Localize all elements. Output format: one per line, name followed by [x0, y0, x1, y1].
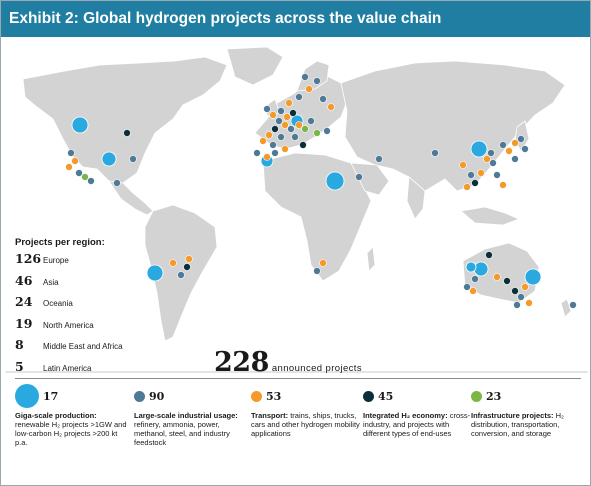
giga-project-marker [101, 151, 117, 167]
legend-text: Transport: trains, ships, trucks, cars a… [251, 411, 366, 438]
legend-title: Transport: [251, 411, 289, 420]
legend-divider [15, 378, 581, 379]
legend-count: 17 [43, 389, 59, 403]
giga-project-marker [146, 264, 164, 282]
region-count: 8 [15, 337, 24, 352]
region-count: 46 [15, 272, 33, 288]
legend-title: Infrastructure projects: [471, 411, 554, 420]
legend-text: Integrated H₂ economy: cross-industry, a… [363, 411, 478, 438]
legend-desc: H₂ distribution, transportation, convers… [471, 411, 564, 438]
region-label: Middle East and Africa [43, 342, 123, 351]
world-map [5, 46, 588, 373]
legend-industrial-head: 90 [134, 381, 249, 411]
region-label: Europe [43, 256, 69, 265]
legend-desc: trains, ships, trucks, cars and other hy… [251, 411, 360, 438]
industrial-marker-icon [134, 390, 145, 402]
region-row-north-america: 19 North America [15, 316, 135, 338]
legend-giga-head: 17 [15, 381, 130, 411]
asia-landmass [340, 60, 566, 192]
scandinavia [296, 60, 330, 92]
oceania-marker-cluster [463, 251, 577, 309]
region-count: 19 [15, 315, 33, 331]
regions-heading: Projects per region: [15, 237, 105, 248]
transport-marker-icon [251, 390, 262, 402]
region-breakdown: Projects per region: 126 Europe 46 Asia … [15, 237, 135, 380]
total-projects: 228 announced projects [214, 347, 362, 378]
legend-integrated-head: 45 [363, 381, 478, 411]
north-america-landmass [22, 56, 228, 184]
legend-text: Large-scale industrial usage: refinery, … [134, 411, 249, 447]
legend-count: 45 [378, 389, 394, 403]
legend-infrastructure-head: 23 [471, 381, 579, 411]
legend-title: Giga-scale production: [15, 411, 97, 420]
giga-project-marker [524, 268, 542, 286]
legend-transport: 53 Transport: trains, ships, trucks, car… [251, 381, 366, 438]
legend-desc: refinery, ammonia, power, methanol, stee… [134, 420, 230, 447]
antarctic-hint [5, 370, 588, 373]
region-row-middle-east-africa: 8 Middle East and Africa [15, 337, 135, 359]
region-count: 5 [15, 358, 24, 374]
legend-count: 90 [149, 389, 165, 403]
legend-industrial: 90 Large-scale industrial usage: refiner… [134, 381, 249, 447]
giga-project-marker [470, 140, 488, 158]
giga-project-marker [71, 116, 89, 134]
north-america-markers [65, 129, 137, 187]
region-label: Asia [43, 277, 59, 287]
region-row-oceania: 24 Oceania [15, 294, 135, 316]
europe-marker-cluster [253, 73, 335, 161]
legend-giga-scale: 17 Giga-scale production: renewable H₂ p… [15, 381, 130, 447]
project-markers [65, 73, 577, 309]
region-label: North America [43, 320, 94, 330]
greenland [226, 46, 284, 86]
legend-text: Infrastructure projects: H₂ distribution… [471, 411, 579, 438]
legend-count: 23 [486, 389, 502, 403]
infrastructure-marker-icon [471, 390, 482, 402]
legend-count: 53 [266, 389, 282, 403]
giga-project-marker [465, 261, 477, 273]
region-row-asia: 46 Asia [15, 273, 135, 295]
legend-title: Integrated H₂ economy: [363, 411, 448, 420]
total-label: announced projects [271, 363, 362, 374]
new-zealand [560, 298, 572, 318]
legend-text: Giga-scale production: renewable H₂ proj… [15, 411, 130, 447]
africa-landmass [262, 152, 372, 282]
giga-project-marker [325, 171, 345, 191]
exhibit-title: Exhibit 2: Global hydrogen projects acro… [1, 1, 590, 37]
region-count: 126 [15, 251, 42, 266]
region-count: 24 [15, 294, 33, 309]
integrated-marker-icon [363, 390, 374, 402]
giga-project-marker [473, 261, 489, 277]
madagascar [366, 246, 376, 272]
africa-middle-east-markers [313, 173, 363, 275]
legend-transport-head: 53 [251, 381, 366, 411]
asia-marker-cluster [375, 135, 529, 191]
southeast-asia-islands [460, 206, 521, 226]
india [406, 176, 426, 220]
total-count: 228 [214, 347, 269, 378]
region-label: Oceania [43, 299, 73, 308]
legend-desc: renewable H₂ projects >1GW and low-carbo… [15, 420, 127, 447]
arabian-peninsula [350, 162, 390, 196]
region-row-latin-america: 5 Latin America [15, 359, 135, 381]
legend-infrastructure: 23 Infrastructure projects: H₂ distribut… [471, 381, 579, 438]
legend-desc: cross-industry, and projects with differ… [363, 411, 471, 438]
south-america-markers [169, 255, 193, 279]
legend-title: Large-scale industrial usage: [134, 411, 238, 420]
region-label: Latin America [43, 363, 92, 373]
legend-integrated: 45 Integrated H₂ economy: cross-industry… [363, 381, 478, 438]
region-row-europe: 126 Europe [15, 251, 135, 273]
giga-scale-marker-icon [15, 384, 39, 408]
